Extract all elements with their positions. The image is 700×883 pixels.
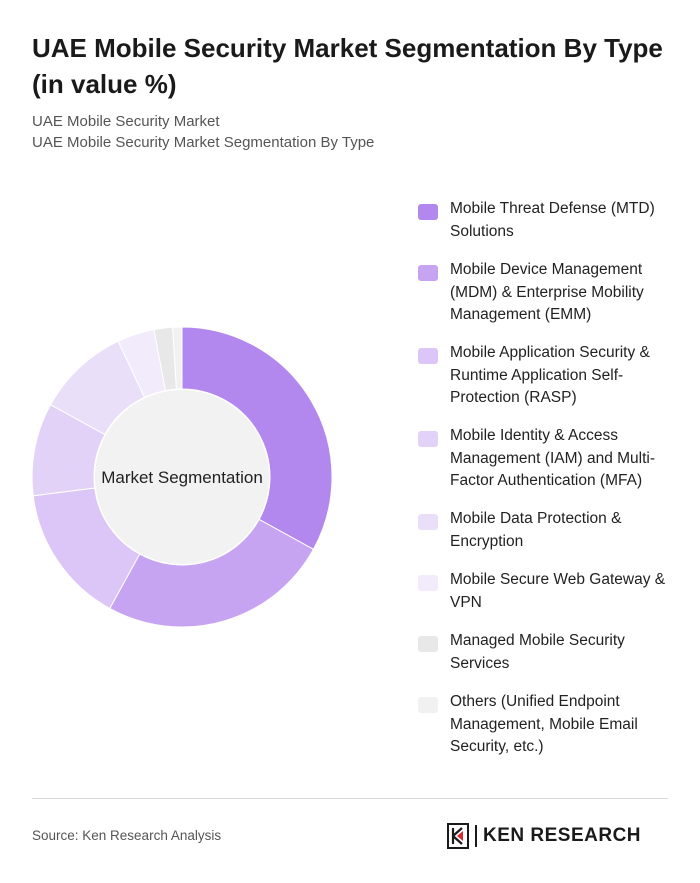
donut-slice-2: [109, 518, 315, 628]
legend-item-3: Mobile Application Security & Runtime Ap…: [418, 342, 678, 410]
legend-swatch: [418, 204, 438, 220]
legend-label: Mobile Identity & Access Management (IAM…: [450, 427, 656, 489]
chart-title: UAE Mobile Security Market Segmentation …: [32, 33, 663, 99]
brand-separator: [475, 825, 477, 847]
legend-label: Managed Mobile Security Services: [450, 632, 625, 672]
legend-item-8: Others (Unified Endpoint Management, Mob…: [418, 691, 678, 759]
legend-label: Mobile Device Management (MDM) & Enterpr…: [450, 261, 644, 323]
legend-swatch: [418, 265, 438, 281]
legend-item-6: Mobile Secure Web Gateway & VPN: [418, 569, 678, 614]
legend-item-7: Managed Mobile Security Services: [418, 630, 678, 675]
ken-research-k-logo-icon: [447, 823, 469, 849]
donut-center-label: Market Segmentation: [101, 468, 263, 487]
donut-center: [95, 390, 269, 564]
chart-subtitle-market: UAE Mobile Security Market: [32, 113, 220, 130]
legend-swatch: [418, 697, 438, 713]
donut-slice-1: [181, 326, 333, 550]
donut-chart: Market Segmentation: [31, 326, 333, 628]
brand-name: KEN RESEARCH: [483, 825, 642, 846]
chart-subtitle-segmentation: UAE Mobile Security Market Segmentation …: [32, 134, 375, 151]
legend-label: Mobile Secure Web Gateway & VPN: [450, 571, 666, 611]
legend-label: Mobile Application Security & Runtime Ap…: [450, 344, 650, 406]
legend-label: Mobile Threat Defense (MTD) Solutions: [450, 200, 655, 240]
legend-item-1: Mobile Threat Defense (MTD) Solutions: [418, 198, 678, 243]
legend-label: Others (Unified Endpoint Management, Mob…: [450, 693, 638, 755]
source-note: Source: Ken Research Analysis: [32, 828, 222, 843]
legend-swatch: [418, 348, 438, 364]
brand-logo: KEN RESEARCH: [447, 822, 641, 850]
donut-slice-8: [172, 326, 183, 390]
legend-item-4: Mobile Identity & Access Management (IAM…: [418, 425, 678, 493]
legend-swatch: [418, 514, 438, 530]
legend-item-2: Mobile Device Management (MDM) & Enterpr…: [418, 259, 678, 327]
legend-swatch: [418, 431, 438, 447]
footer-divider: [32, 798, 668, 799]
legend-item-5: Mobile Data Protection & Encryption: [418, 508, 678, 553]
legend-label: Mobile Data Protection & Encryption: [450, 510, 622, 550]
legend-swatch: [418, 575, 438, 591]
legend-swatch: [418, 636, 438, 652]
